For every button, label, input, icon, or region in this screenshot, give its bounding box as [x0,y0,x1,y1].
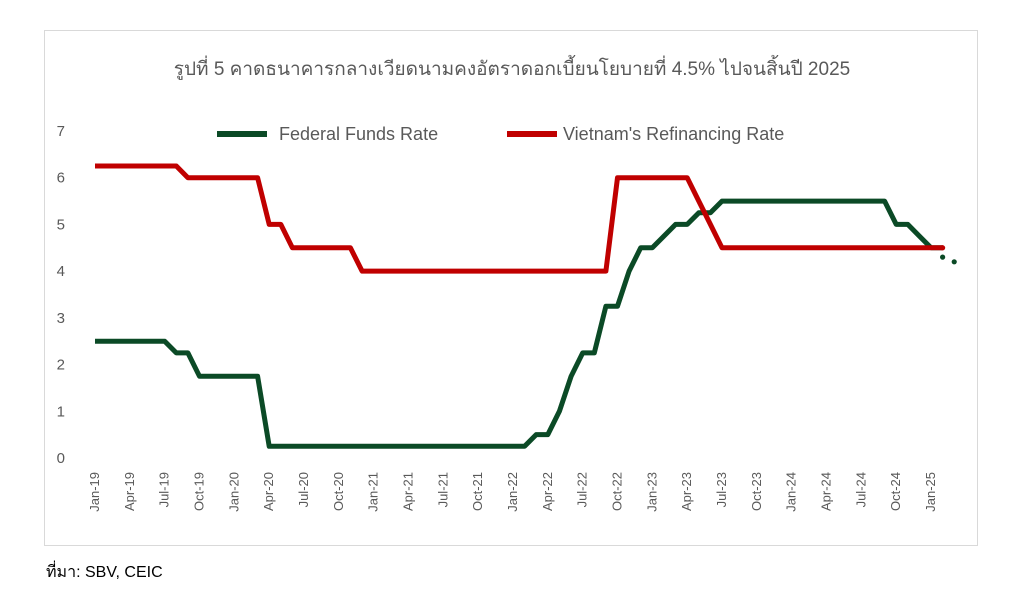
x-tick-label: Oct-24 [888,472,903,511]
x-tick-label: Jul-23 [714,472,729,507]
x-tick-label: Jul-20 [296,472,311,507]
x-tick-label: Jan-20 [226,472,241,512]
forecast-point-1 [940,245,946,251]
x-tick-label: Jan-21 [366,472,381,512]
x-tick-label: Apr-20 [261,472,276,511]
x-tick-label: Oct-23 [749,472,764,511]
x-tick-label: Apr-19 [122,472,137,511]
legend: Federal Funds Rate Vietnam's Refinancing… [217,124,784,144]
x-tick-label: Oct-21 [470,472,485,511]
x-tick-label: Jan-25 [923,472,938,512]
y-tick-label: 1 [57,403,65,420]
y-tick-label: 0 [57,450,65,467]
x-tick-label: Jul-19 [157,472,172,507]
plot-area [95,163,957,449]
forecast-point-0 [951,259,957,265]
y-axis: 0 1 2 3 4 5 6 7 [57,123,65,467]
y-tick-label: 3 [57,310,65,327]
y-tick-label: 5 [57,216,65,233]
legend-label-federal: Federal Funds Rate [279,124,438,144]
x-tick-label: Jan-23 [644,472,659,512]
x-tick-label: Oct-19 [192,472,207,511]
x-tick-label: Jan-19 [87,472,102,512]
y-tick-label: 4 [57,263,65,280]
legend-label-vietnam: Vietnam's Refinancing Rate [563,124,784,144]
source-note: ที่มา: SBV, CEIC [46,564,163,581]
x-tick-label: Oct-22 [610,472,625,511]
x-tick-label: Jul-24 [853,472,868,507]
forecast-point-0 [940,254,946,260]
x-tick-label: Apr-21 [401,472,416,511]
y-tick-label: 6 [57,170,65,187]
x-tick-label: Oct-20 [331,472,346,511]
x-axis: Jan-19 Apr-19 Jul-19 Oct-19 Jan-20 Apr-20 Jul-… [87,472,938,512]
x-tick-label: Apr-23 [679,472,694,511]
x-tick-label: Jan-24 [784,472,799,512]
x-tick-label: Jul-22 [575,472,590,507]
x-tick-label: Jan-22 [505,472,520,512]
chart-frame: รูปที่ 5 คาดธนาคารกลางเวียดนามคงอัตราดอก… [44,30,978,546]
series-line-0 [95,198,943,449]
y-tick-label: 2 [57,357,65,374]
x-tick-label: Apr-24 [819,472,834,511]
chart-title: รูปที่ 5 คาดธนาคารกลางเวียดนามคงอัตราดอก… [174,55,850,80]
line-chart: รูปที่ 5 คาดธนาคารกลางเวียดนามคงอัตราดอก… [57,55,957,512]
y-tick-label: 7 [57,123,65,140]
series-line-1 [95,163,943,274]
x-tick-label: Apr-22 [540,472,555,511]
x-tick-label: Jul-21 [435,472,450,507]
